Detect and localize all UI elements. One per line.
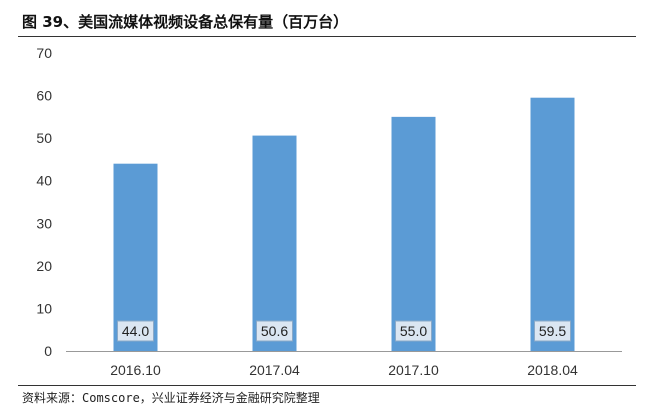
figure-title: 图 39、美国流媒体视频设备总保有量（百万台） xyxy=(22,13,349,31)
x-tick-label: 2017.10 xyxy=(388,362,439,378)
x-tick-label: 2016.10 xyxy=(110,362,161,378)
data-label-box xyxy=(395,320,432,342)
y-tick-label: 10 xyxy=(36,300,52,316)
y-tick-label: 40 xyxy=(36,173,52,189)
data-label-box xyxy=(534,320,571,342)
data-label: 59.5 xyxy=(539,323,566,339)
y-tick-label: 70 xyxy=(36,45,52,61)
source-rule xyxy=(18,385,636,386)
x-tick-label: 2017.04 xyxy=(249,362,300,378)
bar xyxy=(530,97,575,351)
data-label: 44.0 xyxy=(122,323,149,339)
bar-chart: 0 10 20 30 40 50 60 70 44.0 50.6 55.0 59.5 2016.10… xyxy=(36,45,622,378)
x-tick-label: 2018.04 xyxy=(527,362,578,378)
y-axis: 0 10 20 30 40 50 60 70 xyxy=(36,45,52,359)
bar xyxy=(113,163,158,351)
source-note: 资料来源：Comscore，兴业证券经济与金融研究院整理 xyxy=(22,391,320,405)
bar xyxy=(252,135,297,351)
bar xyxy=(391,116,436,351)
data-label-box xyxy=(117,320,154,342)
bars-group: 44.0 50.6 55.0 59.5 xyxy=(113,97,575,351)
y-tick-label: 50 xyxy=(36,130,52,146)
y-tick-label: 20 xyxy=(36,258,52,274)
data-label: 55.0 xyxy=(400,323,427,339)
y-tick-label: 60 xyxy=(36,88,52,104)
title-bar: 图 39、美国流媒体视频设备总保有量（百万台） xyxy=(0,0,648,36)
x-axis: 2016.10 2017.04 2017.10 2018.04 xyxy=(66,351,622,378)
y-tick-label: 0 xyxy=(44,343,52,359)
data-label: 50.6 xyxy=(261,323,288,339)
y-tick-label: 30 xyxy=(36,215,52,231)
title-rule xyxy=(18,36,636,37)
data-label-box xyxy=(256,320,293,342)
